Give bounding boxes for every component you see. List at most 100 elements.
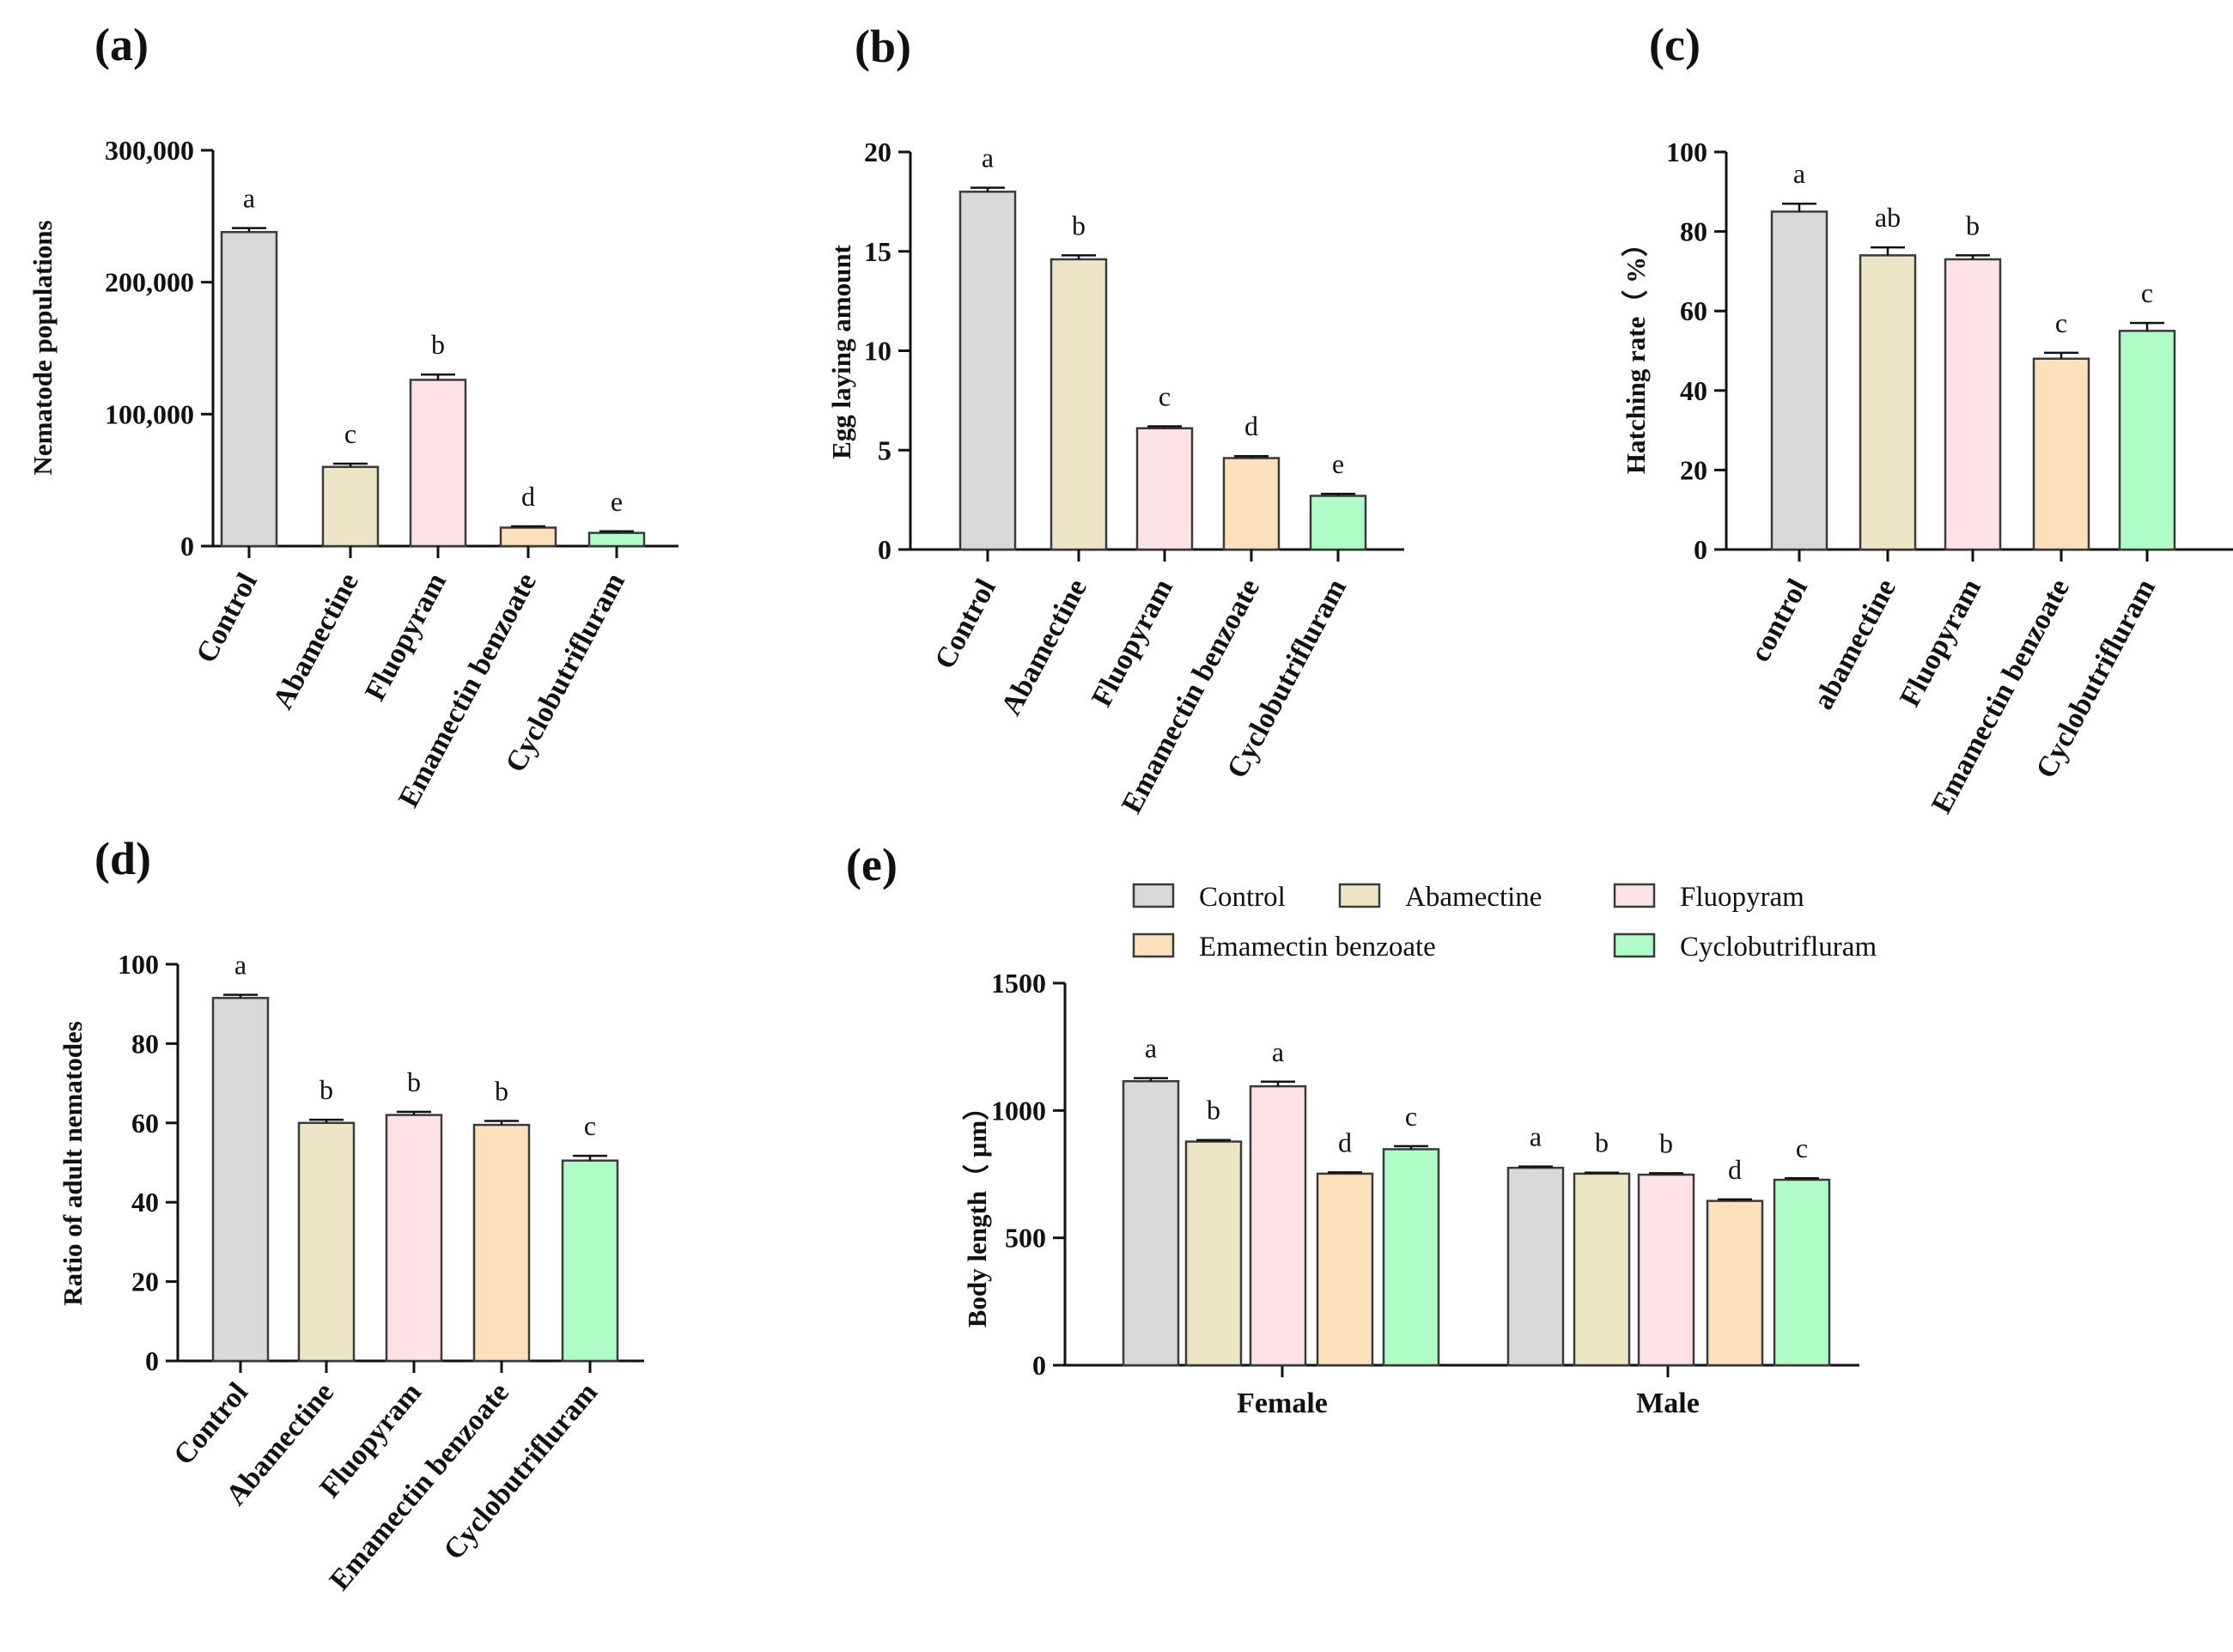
significance-letter: a: [1530, 1121, 1542, 1152]
y-tick-label: 300,000: [105, 135, 194, 166]
panel-b-egg-laying-amount: (b) 0 5 10 15 20 Egg laying amount a Control b Aba…: [826, 21, 1404, 818]
significance-letter: a: [1145, 1033, 1157, 1064]
significance-letter: c: [2141, 277, 2153, 308]
x-category-label: Fluopyram: [1894, 574, 1987, 712]
bar-fluopyram: [385, 1114, 443, 1363]
y-tick-label: 100: [118, 949, 159, 980]
y-tick-label: 20: [1680, 454, 1707, 485]
y-axis-title: Egg laying amount: [826, 244, 856, 459]
y-axis-title: Nematode populations: [27, 220, 58, 475]
x-category-label: Abamectine: [995, 574, 1093, 720]
y-tick-label: 20: [131, 1266, 159, 1297]
legend-label: Cyclobutrifluram: [1680, 932, 1877, 963]
panel-e-body-length: (e) 0 500 1000 1500 Body length（ μm） Female a b a…: [846, 839, 1877, 1419]
significance-letter: d: [1338, 1127, 1352, 1157]
x-category-label: Control: [928, 574, 1002, 674]
significance-letter: d: [1728, 1154, 1742, 1185]
y-tick-label: 5: [878, 434, 891, 465]
x-group-label: Female: [1237, 1388, 1328, 1419]
panel-d-ratio-adult-nematodes: (d) 0 20 40 60 80 100 Ratio of adult nematodes a…: [58, 833, 644, 1596]
bar-female-abamectine: [1184, 1140, 1243, 1367]
x-category-label: control: [1744, 574, 1814, 667]
y-axis-title: Ratio of adult nematodes: [58, 1021, 88, 1306]
legend-label: Abamectine: [1405, 882, 1542, 913]
x-category-label: Fluopyram: [359, 568, 453, 706]
bar-fluopyram: [1135, 427, 1194, 551]
significance-letter: b: [431, 329, 445, 360]
bar-male-emamectin-benzoate: [1706, 1200, 1764, 1367]
y-tick-label: 60: [1680, 295, 1707, 326]
significance-letter: b: [319, 1074, 333, 1105]
legend-swatch: [1613, 932, 1656, 958]
significance-letter: b: [1072, 210, 1086, 240]
panel-label: (b): [855, 21, 911, 72]
significance-letter: e: [1332, 448, 1344, 479]
significance-letter: b: [495, 1075, 508, 1106]
bar-control: [211, 997, 270, 1363]
significance-letter: c: [2055, 307, 2067, 338]
bar-emamectin-benzoate: [2032, 357, 2090, 551]
significance-letter: c: [1159, 380, 1171, 411]
y-tick-label: 15: [864, 236, 891, 267]
bar-female-fluopyram: [1249, 1084, 1307, 1367]
panel-a-nematode-populations: (a) 0 100,000 200,000 300,000 Nematode popula…: [27, 19, 678, 812]
bar-emamectin-benzoate: [1222, 457, 1281, 551]
x-category-label: Abamectine: [267, 568, 365, 714]
y-tick-label: 80: [1680, 216, 1707, 247]
legend-label: Control: [1199, 882, 1286, 913]
bar-fluopyram: [409, 379, 467, 548]
significance-letter: d: [1244, 410, 1258, 441]
y-tick-label: 1000: [991, 1095, 1046, 1126]
y-tick-label: 20: [864, 137, 891, 167]
panel-label: (a): [94, 19, 149, 70]
panel-label: (c): [1649, 19, 1701, 70]
significance-letter: a: [1793, 158, 1805, 189]
significance-letter: ab: [1875, 202, 1901, 233]
bar-abamectine: [1050, 258, 1108, 551]
bar-control: [1770, 210, 1828, 551]
y-tick-label: 40: [131, 1187, 159, 1218]
significance-letter: b: [1966, 210, 1980, 240]
significance-letter: b: [1595, 1127, 1609, 1158]
legend-swatch: [1132, 883, 1175, 908]
y-tick-label: 100: [1666, 137, 1707, 167]
significance-letter: a: [982, 143, 994, 173]
legend-swatch: [1338, 883, 1381, 908]
bar-control: [220, 231, 278, 548]
legend-label: Fluopyram: [1680, 882, 1804, 913]
x-category-label: Control: [167, 1376, 254, 1471]
panel-label: (d): [94, 833, 151, 884]
y-tick-label: 0: [1032, 1350, 1046, 1381]
y-tick-label: 200,000: [105, 267, 194, 298]
bar-female-control: [1122, 1079, 1180, 1367]
bar-male-control: [1506, 1166, 1565, 1367]
y-tick-label: 500: [1005, 1223, 1046, 1254]
significance-letter: e: [611, 486, 623, 517]
legend-swatch: [1132, 932, 1175, 958]
y-tick-label: 60: [131, 1108, 159, 1139]
significance-letter: d: [521, 481, 535, 512]
bar-abamectine: [1859, 254, 1917, 551]
bar-cyclobutrifluram: [1309, 495, 1367, 551]
x-category-label: Control: [190, 568, 264, 668]
bar-abamectine: [297, 1121, 356, 1363]
legend-swatch: [1613, 883, 1656, 908]
y-tick-label: 0: [878, 534, 891, 565]
legend-label: Emamectin benzoate: [1199, 932, 1436, 963]
significance-letter: a: [1272, 1036, 1284, 1067]
y-tick-label: 10: [864, 336, 891, 367]
bar-cyclobutrifluram: [561, 1159, 619, 1363]
x-category-label: Cyclobutrifluram: [438, 1376, 604, 1566]
bar-male-fluopyram: [1637, 1173, 1695, 1367]
bar-male-abamectine: [1573, 1172, 1631, 1367]
y-tick-label: 0: [145, 1345, 159, 1376]
y-tick-label: 40: [1680, 375, 1707, 406]
x-category-label: Fluopyram: [1086, 574, 1179, 712]
bar-control: [958, 191, 1017, 551]
bar-female-emamectin-benzoate: [1316, 1172, 1374, 1367]
x-category-label: abamectine: [1807, 574, 1902, 714]
bar-emamectin-benzoate: [499, 526, 557, 548]
x-group-label: Male: [1636, 1388, 1700, 1419]
significance-letter: c: [584, 1110, 596, 1141]
bar-abamectine: [321, 465, 380, 548]
